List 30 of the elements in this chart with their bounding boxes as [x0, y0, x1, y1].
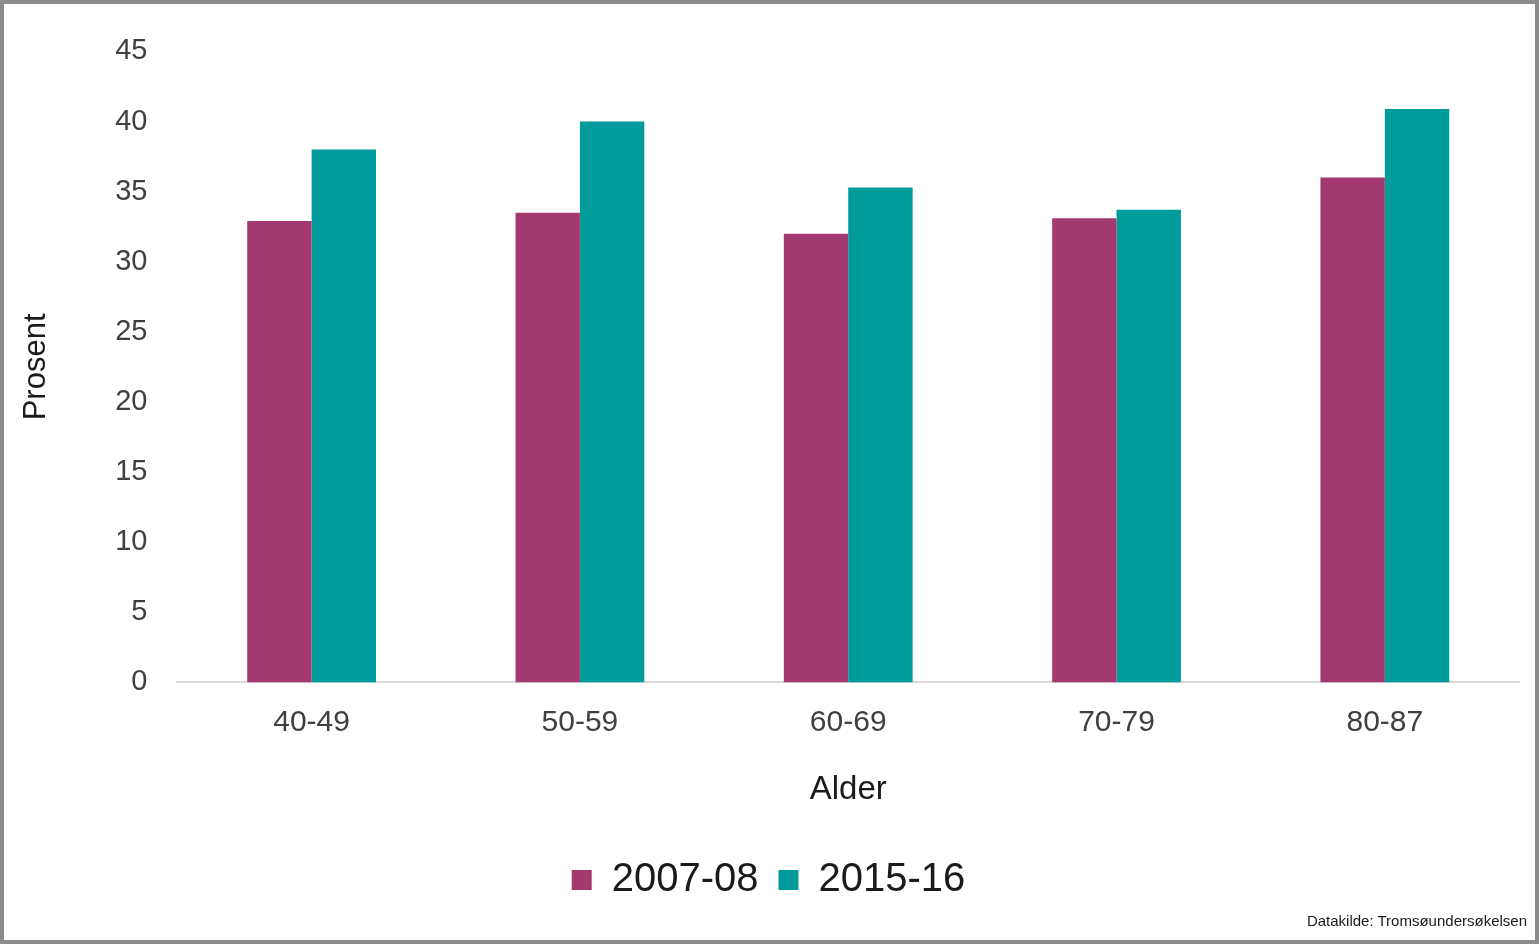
y-tick-label: 25 [115, 313, 148, 346]
bar [579, 121, 645, 683]
y-axis-title: Prosent [17, 313, 53, 421]
bar [247, 221, 312, 683]
bar [1384, 108, 1450, 683]
y-tick-label: 15 [115, 454, 148, 487]
x-tick-label: 50-59 [541, 703, 619, 737]
x-tick-label: 70-79 [1078, 703, 1155, 737]
x-tick-label: 60-69 [809, 703, 887, 737]
y-tick-label: 10 [115, 524, 148, 557]
x-tick-label: 40-49 [273, 703, 350, 737]
bar [848, 187, 913, 683]
y-tick-label: 5 [131, 594, 148, 627]
bar [311, 149, 377, 683]
bar [1052, 218, 1117, 683]
text: Datakilde: Tromsøundersøkelsen [1306, 912, 1527, 929]
y-tick-label: 20 [115, 383, 148, 416]
bar [783, 233, 849, 683]
y-tick-label: 0 [131, 664, 148, 697]
bar [1320, 177, 1385, 683]
y-tick-label: 45 [115, 33, 148, 66]
y-tick-label: 40 [115, 103, 148, 136]
x-axis-title: Alder [809, 769, 887, 807]
bar [1116, 209, 1181, 683]
legend-label: 2007-08 [611, 855, 759, 900]
legend-label: 2015-16 [818, 855, 966, 900]
bar [515, 212, 580, 683]
x-tick-label: 80-87 [1346, 703, 1424, 737]
y-tick-label: 35 [115, 173, 148, 206]
y-tick-label: 30 [115, 243, 148, 276]
